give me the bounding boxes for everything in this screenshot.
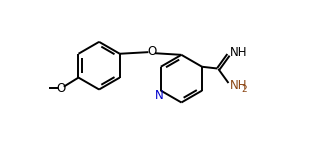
- Text: O: O: [56, 82, 66, 95]
- Text: O: O: [147, 45, 156, 58]
- Text: N: N: [155, 89, 164, 102]
- Text: NH: NH: [230, 79, 247, 92]
- Text: NH: NH: [230, 46, 248, 59]
- Text: 2: 2: [242, 85, 247, 94]
